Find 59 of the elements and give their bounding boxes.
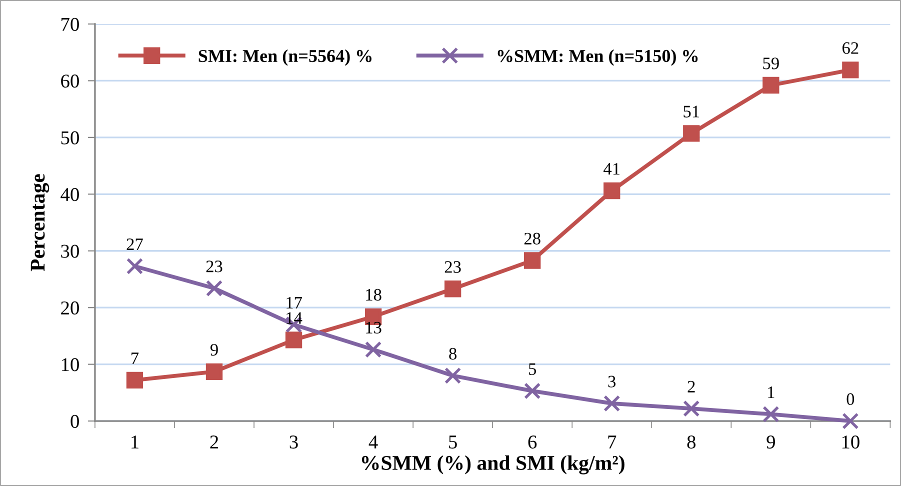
x-tick-label: 9 [766, 436, 775, 449]
data-label: 18 [366, 288, 382, 301]
data-label: 41 [604, 163, 620, 175]
point [524, 252, 541, 269]
point [524, 382, 541, 400]
data-label: 59 [763, 58, 779, 70]
data-label: 8 [449, 348, 456, 360]
point [842, 412, 859, 430]
data-label: 0 [846, 393, 854, 405]
data-label: 7 [132, 352, 139, 364]
x-tick-label: 1 [132, 436, 138, 448]
x-tick-label: 3 [290, 436, 298, 449]
y-tick-label: 10 [62, 358, 79, 372]
data-label: 2 [688, 380, 695, 392]
y-tick-label: 0 [70, 414, 79, 428]
point [604, 395, 620, 412]
x-axis-title: %SMM (%) and SMI (kg/m²) [362, 455, 624, 474]
y-tick-label: 50 [61, 131, 79, 144]
data-label: 1 [768, 386, 774, 398]
data-label: 28 [524, 232, 540, 244]
y-tick-label: 30 [61, 244, 79, 258]
y-tick-label: 40 [60, 188, 79, 202]
legend-label: %SMM: Men (n=5150) % [498, 49, 698, 66]
point [444, 280, 462, 298]
x-tick-label: 10 [842, 435, 860, 449]
point [126, 258, 144, 275]
data-label: 23 [206, 260, 222, 272]
legend-label: SMI: Men (n=5564) % [198, 49, 372, 66]
data-label: 17 [286, 296, 302, 308]
data-label: 27 [126, 238, 143, 250]
point [683, 400, 700, 417]
x-tick-label: 6 [528, 436, 537, 449]
point [842, 62, 859, 78]
x-tick-label: 2 [210, 436, 218, 448]
point [126, 372, 144, 389]
x-tick-label: 5 [449, 436, 457, 449]
data-label: 23 [444, 261, 461, 273]
data-label: 5 [529, 363, 536, 375]
y-tick-label: 70 [62, 18, 79, 31]
point [285, 332, 302, 348]
y-tick-label: 20 [61, 301, 79, 315]
data-label: 13 [366, 322, 382, 334]
point [762, 76, 780, 94]
y-tick-label: 60 [61, 74, 79, 88]
data-label: 51 [684, 106, 700, 118]
y-axis-title: Percentage [30, 174, 50, 272]
point [762, 406, 780, 423]
point [683, 125, 700, 142]
x-tick-label: 4 [368, 436, 378, 448]
point [206, 363, 223, 380]
point [364, 341, 382, 358]
point [444, 367, 462, 384]
point [206, 280, 223, 297]
x-tick-label: 8 [687, 435, 696, 449]
data-label: 62 [842, 42, 858, 54]
data-label: 3 [608, 376, 616, 388]
data-label: 9 [210, 344, 218, 356]
point [604, 182, 620, 200]
x-tick-label: 7 [608, 436, 616, 448]
